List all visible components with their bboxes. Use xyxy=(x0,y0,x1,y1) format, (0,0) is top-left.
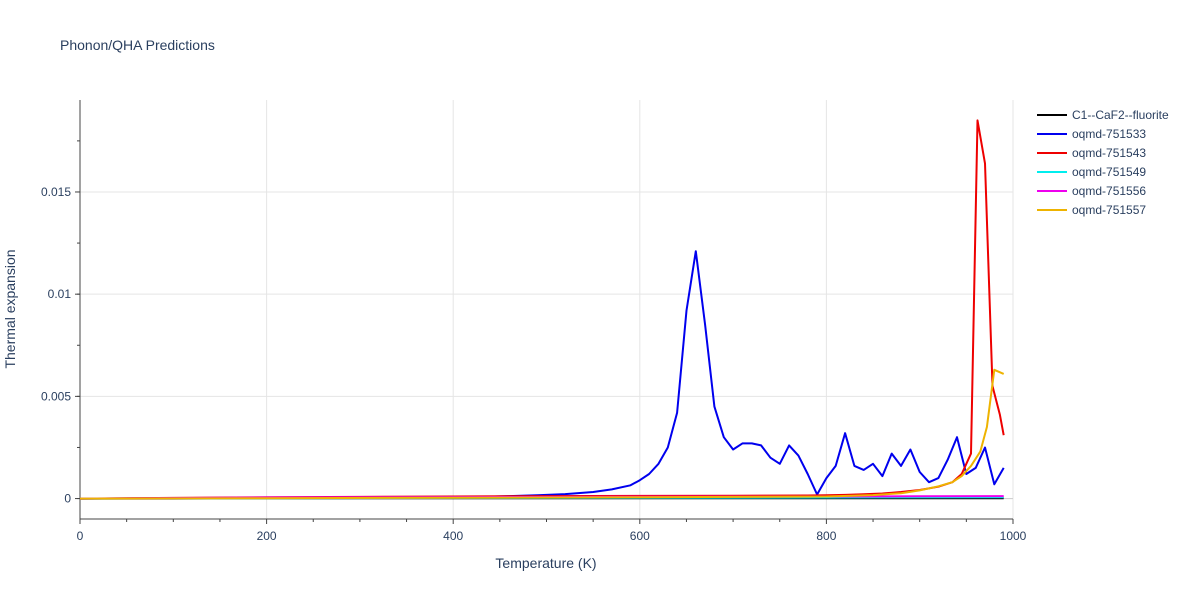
x-tick-label: 800 xyxy=(816,529,836,543)
series-line-5 xyxy=(79,368,1005,500)
series-line-1 xyxy=(79,250,1005,500)
chart-title: Phonon/QHA Predictions xyxy=(60,37,215,53)
grid xyxy=(80,100,1014,519)
y-tick-label: 0.01 xyxy=(48,287,72,301)
x-tick-label: 600 xyxy=(630,529,650,543)
x-tick-label: 1000 xyxy=(1000,529,1027,543)
y-tick-label: 0 xyxy=(64,492,71,506)
legend-label: oqmd-751549 xyxy=(1072,165,1146,179)
legend-label: C1--CaF2--fluorite xyxy=(1072,108,1169,122)
x-tick-label: 400 xyxy=(443,529,463,543)
legend-item[interactable]: C1--CaF2--fluorite xyxy=(1037,108,1169,122)
y-axis-label: Thermal expansion xyxy=(2,249,18,368)
y-tick-label: 0.005 xyxy=(41,389,71,403)
x-tick-label: 0 xyxy=(77,529,84,543)
x-axis-label: Temperature (K) xyxy=(495,555,596,571)
legend-label: oqmd-751557 xyxy=(1072,203,1146,217)
axes xyxy=(75,100,1014,524)
tick-labels: 0 200 400 600 800 1000 0 0.005 0.01 0.015 xyxy=(41,185,1027,543)
y-tick-label: 0.015 xyxy=(41,185,71,199)
legend[interactable]: C1--CaF2--fluorite oqmd-751533 oqmd-751543… xyxy=(1037,108,1169,217)
legend-item[interactable]: oqmd-751543 xyxy=(1037,146,1146,160)
legend-item[interactable]: oqmd-751557 xyxy=(1037,203,1146,217)
legend-item[interactable]: oqmd-751556 xyxy=(1037,184,1146,198)
series-layer xyxy=(79,119,1005,500)
legend-label: oqmd-751533 xyxy=(1072,127,1146,141)
legend-item[interactable]: oqmd-751533 xyxy=(1037,127,1146,141)
series-line-2 xyxy=(79,119,1005,500)
x-tick-label: 200 xyxy=(257,529,277,543)
legend-label: oqmd-751556 xyxy=(1072,184,1146,198)
legend-label: oqmd-751543 xyxy=(1072,146,1146,160)
legend-item[interactable]: oqmd-751549 xyxy=(1037,165,1146,179)
